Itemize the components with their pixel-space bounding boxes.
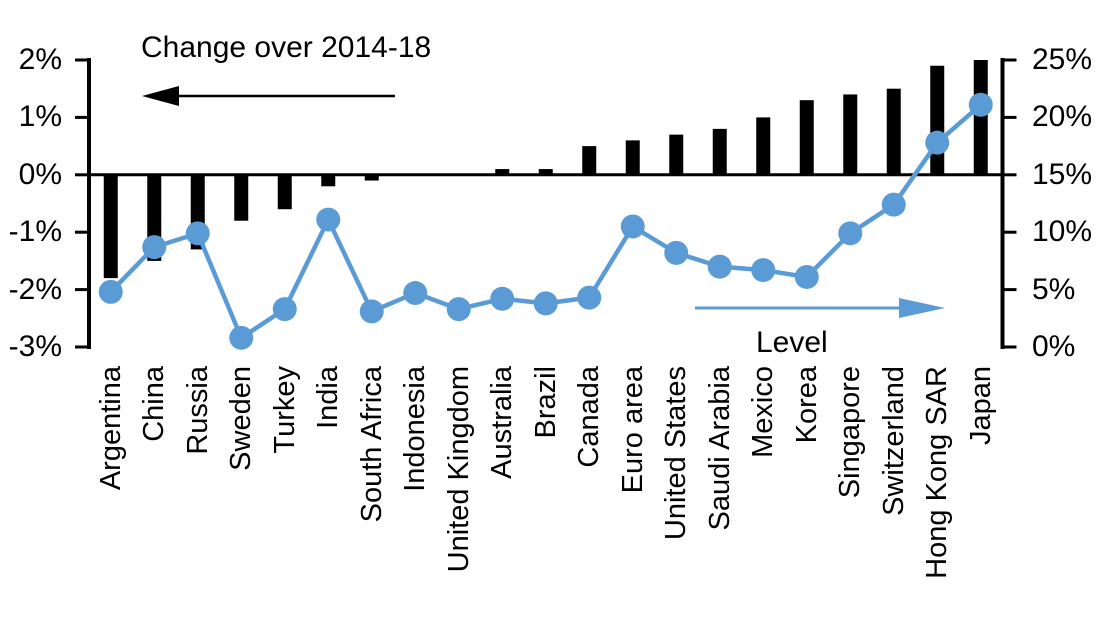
right-axis-tick-label: 20%: [1032, 100, 1093, 134]
bar-Argentina: [103, 174, 118, 279]
level-dot-Korea: [794, 264, 819, 289]
level-dot-Switzerland: [881, 192, 906, 217]
bar-Turkey: [277, 174, 292, 210]
category-label-Saudi Arabia: Saudi Arabia: [703, 366, 736, 531]
right-axis-tick-label: 5%: [1032, 272, 1076, 306]
bar-Korea: [799, 100, 814, 175]
right-axis-tick-label: 25%: [1032, 43, 1093, 76]
category-label-Singapore: Singapore: [834, 366, 867, 499]
right-axis-tick-label: 10%: [1032, 215, 1093, 249]
bar-Saudi Arabia: [712, 128, 727, 175]
category-label-South Africa: South Africa: [355, 366, 388, 523]
category-label-United Kingdom: United Kingdom: [442, 366, 475, 573]
right-axis-tick-label: 0%: [1032, 330, 1076, 363]
left-axis-tick-label: 1%: [18, 100, 62, 134]
level-dot-Russia: [185, 221, 210, 246]
left-axis-tick-label: 2%: [18, 43, 62, 76]
level-dot-Japan: [968, 92, 993, 117]
level-dot-Euro area: [620, 214, 645, 239]
bar-Sweden: [234, 174, 249, 221]
category-label-Australia: Australia: [486, 366, 519, 479]
level-dot-Hong Kong SAR: [925, 130, 950, 155]
category-label-Japan: Japan: [964, 366, 997, 446]
category-label-Switzerland: Switzerland: [877, 366, 910, 516]
bar-Australia: [495, 169, 510, 175]
level-dot-Saudi Arabia: [707, 254, 732, 279]
left-axis-tick-label: -2%: [8, 272, 62, 306]
category-label-Hong Kong SAR: Hong Kong SAR: [921, 366, 954, 579]
level-dot-Brazil: [533, 291, 558, 316]
bar-Canada: [582, 146, 597, 175]
level-dot-Argentina: [98, 279, 123, 304]
category-label-Argentina: Argentina: [94, 366, 127, 491]
category-label-United States: United States: [660, 366, 693, 541]
level-dot-South Africa: [359, 299, 384, 324]
bar-Singapore: [843, 94, 858, 175]
bar-Hong Kong SAR: [930, 65, 945, 175]
right-arrow-head-icon: [899, 298, 945, 318]
level-dot-Australia: [490, 286, 515, 311]
bar-Switzerland: [886, 88, 901, 175]
bar-Mexico: [756, 117, 771, 175]
category-label-Indonesia: Indonesia: [399, 366, 432, 492]
level-dot-China: [142, 235, 167, 260]
category-label-Turkey: Turkey: [268, 366, 301, 454]
category-label-India: India: [312, 366, 345, 429]
level-dot-United States: [664, 240, 689, 265]
level-dot-Singapore: [838, 221, 863, 246]
level-dot-United Kingdom: [446, 297, 471, 322]
bar-Brazil: [538, 169, 553, 175]
bar-Japan: [973, 60, 988, 175]
level-dot-Indonesia: [403, 281, 428, 306]
bar-South Africa: [364, 174, 379, 181]
level-dot-Sweden: [229, 325, 254, 350]
left-axis-tick-label: -1%: [8, 215, 62, 249]
category-label-Korea: Korea: [790, 366, 823, 444]
chart-title: Change over 2014-18: [141, 31, 432, 64]
level-dot-Mexico: [751, 258, 776, 283]
category-label-Sweden: Sweden: [225, 366, 258, 471]
left-axis-tick-label: 0%: [18, 157, 62, 191]
left-arrow-head-icon: [142, 86, 179, 106]
category-label-Russia: Russia: [181, 366, 214, 455]
level-dot-Turkey: [272, 297, 297, 322]
category-label-Mexico: Mexico: [747, 366, 780, 458]
category-label-Euro area: Euro area: [616, 366, 649, 494]
category-label-Brazil: Brazil: [529, 366, 562, 439]
bar-Euro area: [625, 140, 640, 175]
category-label-China: China: [138, 366, 171, 442]
level-dot-Canada: [577, 285, 602, 310]
category-label-Canada: Canada: [573, 366, 606, 468]
bar-India: [321, 174, 336, 187]
level-dot-India: [316, 207, 341, 232]
right-axis-tick-label: 15%: [1032, 157, 1093, 191]
bar-United States: [669, 134, 684, 175]
left-axis-tick-label: -3%: [8, 330, 62, 363]
line-series-label: Level: [756, 326, 828, 359]
